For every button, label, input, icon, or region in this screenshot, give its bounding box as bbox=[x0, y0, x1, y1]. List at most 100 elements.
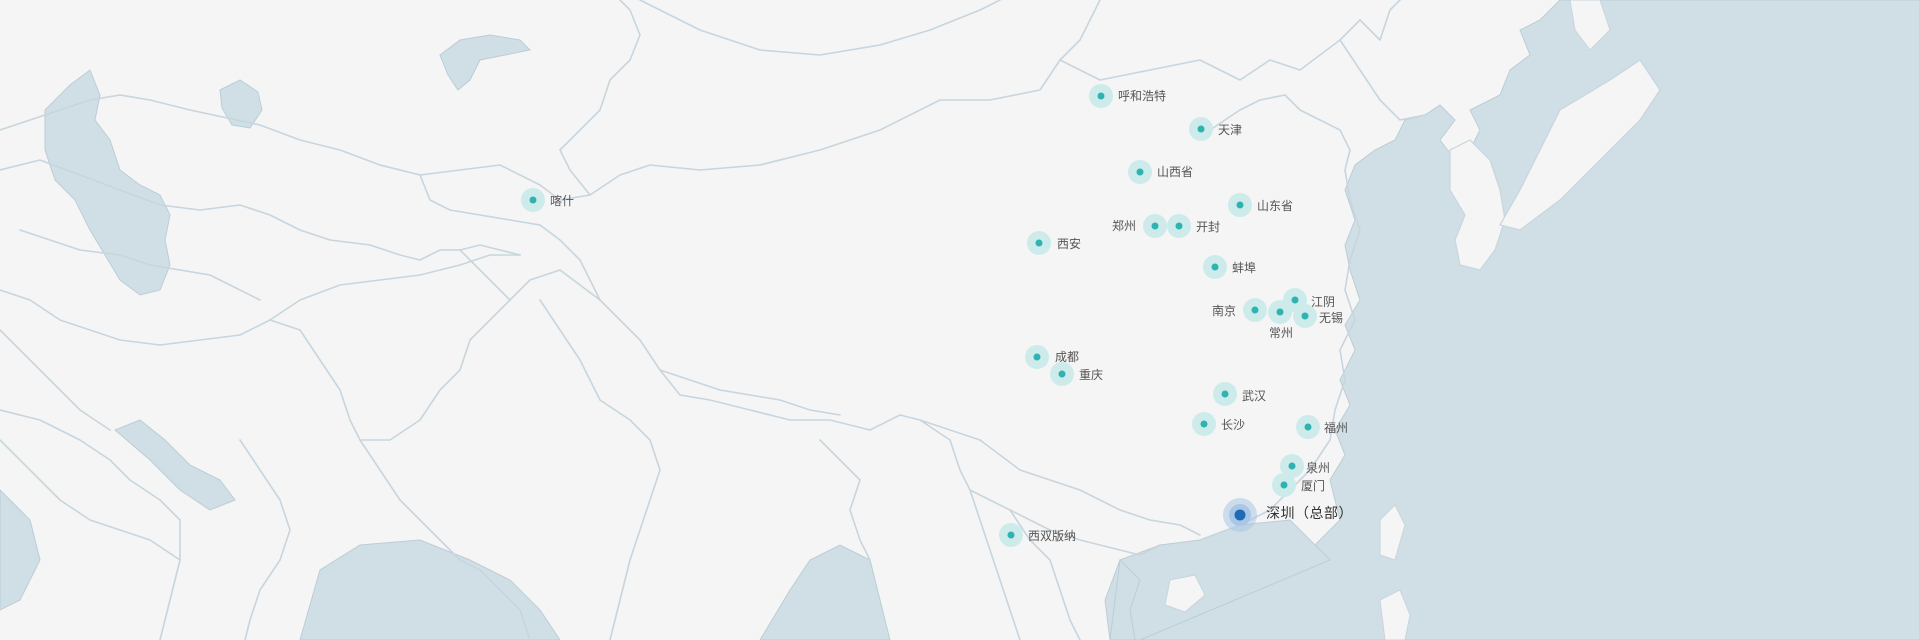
kazakh-south-border bbox=[0, 159, 521, 261]
city-label-kaifeng[interactable]: 开封 bbox=[1196, 220, 1221, 234]
city-label-changzhou[interactable]: 常州 bbox=[1269, 326, 1294, 340]
city-label-zhengzhou[interactable]: 郑州 bbox=[1112, 219, 1137, 233]
city-label-xian[interactable]: 西安 bbox=[1057, 237, 1082, 251]
city-marker-fuzhou[interactable] bbox=[1296, 415, 1320, 439]
city-marker-dot bbox=[1035, 239, 1043, 247]
turkmen-border bbox=[0, 254, 521, 346]
city-marker-dot bbox=[529, 196, 537, 204]
city-label-wuxi[interactable]: 无锡 bbox=[1319, 311, 1344, 325]
city-marker-dot bbox=[1151, 222, 1159, 230]
city-markers-layer bbox=[521, 84, 1320, 547]
china-north-border bbox=[559, 0, 641, 196]
mongolia-south-border bbox=[589, 0, 1101, 196]
japan-land bbox=[1499, 59, 1661, 231]
city-marker-kaifeng[interactable] bbox=[1167, 214, 1191, 238]
city-marker-dot bbox=[1288, 462, 1296, 470]
city-marker-dot bbox=[1033, 353, 1041, 361]
city-label-changsha[interactable]: 长沙 bbox=[1221, 418, 1246, 432]
city-marker-huhehaote[interactable] bbox=[1089, 84, 1113, 108]
city-marker-dot bbox=[1304, 423, 1312, 431]
city-label-xiamen[interactable]: 厦门 bbox=[1301, 479, 1326, 493]
city-marker-dot bbox=[1221, 390, 1229, 398]
city-label-jiangyin[interactable]: 江阴 bbox=[1311, 295, 1336, 309]
city-marker-xishuangbanna[interactable] bbox=[999, 523, 1023, 547]
city-marker-chengdu[interactable] bbox=[1025, 345, 1049, 369]
city-label-nanjing[interactable]: 南京 bbox=[1212, 304, 1237, 318]
hq-label[interactable]: 深圳（总部） bbox=[1266, 506, 1353, 522]
city-label-chongqing[interactable]: 重庆 bbox=[1079, 368, 1104, 382]
city-label-huhehaote[interactable]: 呼和浩特 bbox=[1118, 89, 1167, 103]
hq-dot bbox=[1234, 509, 1246, 521]
city-marker-dot bbox=[1236, 201, 1244, 209]
india-west-coast bbox=[499, 589, 531, 640]
city-marker-dot bbox=[1211, 263, 1219, 271]
mongolia-north-border bbox=[639, 0, 1001, 56]
city-marker-xian[interactable] bbox=[1027, 231, 1051, 255]
nepal-border bbox=[659, 369, 841, 416]
city-marker-shanxi[interactable] bbox=[1128, 160, 1152, 184]
south-china-sea bbox=[1104, 519, 1331, 640]
bay-of-bengal bbox=[759, 544, 891, 640]
city-marker-kashi[interactable] bbox=[521, 188, 545, 212]
city-marker-changsha[interactable] bbox=[1192, 412, 1216, 436]
city-marker-changzhou[interactable] bbox=[1268, 300, 1292, 324]
city-label-wuhan[interactable]: 武汉 bbox=[1242, 389, 1267, 403]
city-marker-dot bbox=[1007, 531, 1015, 539]
laos-border bbox=[1009, 509, 1081, 640]
city-marker-zhengzhou[interactable] bbox=[1143, 214, 1167, 238]
city-marker-dot bbox=[1097, 92, 1105, 100]
lake-balkhash bbox=[439, 34, 532, 91]
korea-land bbox=[1449, 139, 1506, 271]
city-marker-dot bbox=[1175, 222, 1183, 230]
philippines-land bbox=[1379, 589, 1411, 640]
persian-gulf bbox=[114, 419, 236, 511]
bohai-coast bbox=[1209, 94, 1351, 171]
west-border bbox=[0, 94, 191, 131]
gulf-of-tonkin bbox=[1109, 558, 1141, 640]
india-north-border bbox=[599, 299, 981, 441]
hq-marker[interactable] bbox=[1223, 498, 1257, 532]
city-marker-dot bbox=[1291, 296, 1299, 304]
city-label-chengdu[interactable]: 成都 bbox=[1055, 350, 1080, 364]
city-label-tianjin[interactable]: 天津 bbox=[1218, 123, 1243, 137]
city-marker-dot bbox=[1276, 308, 1284, 316]
city-marker-chongqing[interactable] bbox=[1050, 362, 1074, 386]
hainan-land bbox=[1164, 574, 1206, 613]
city-marker-wuhan[interactable] bbox=[1213, 382, 1237, 406]
city-label-shanxi[interactable]: 山西省 bbox=[1157, 165, 1194, 179]
city-marker-bengbu[interactable] bbox=[1203, 255, 1227, 279]
borders-layer bbox=[0, 0, 1426, 640]
arabian-sea bbox=[299, 539, 561, 640]
city-marker-shandong[interactable] bbox=[1228, 193, 1252, 217]
uzbek-border bbox=[19, 229, 261, 301]
city-marker-dot bbox=[1280, 481, 1288, 489]
pakistan-border bbox=[359, 439, 501, 591]
city-label-shandong[interactable]: 山东省 bbox=[1257, 199, 1294, 213]
city-marker-quanzhou[interactable] bbox=[1280, 454, 1304, 478]
city-marker-dot bbox=[1058, 370, 1066, 378]
city-marker-xiamen[interactable] bbox=[1272, 473, 1296, 497]
city-label-kashi[interactable]: 喀什 bbox=[550, 194, 575, 208]
myanmar-border bbox=[919, 419, 1051, 531]
sw-asia-border bbox=[239, 439, 291, 640]
city-marker-nanjing[interactable] bbox=[1243, 298, 1267, 322]
city-label-xishuangbanna[interactable]: 西双版纳 bbox=[1028, 529, 1077, 543]
iran-border bbox=[0, 409, 181, 640]
city-marker-dot bbox=[1200, 420, 1208, 428]
city-label-quanzhou[interactable]: 泉州 bbox=[1306, 461, 1331, 475]
kyrgyz-border bbox=[419, 174, 601, 301]
caucasus-border bbox=[0, 329, 111, 431]
india-inner-border bbox=[539, 299, 661, 640]
china-southwest-border bbox=[979, 439, 1201, 536]
city-marker-wuxi[interactable] bbox=[1293, 304, 1317, 328]
city-marker-dot bbox=[1301, 312, 1309, 320]
aral-sea bbox=[219, 79, 263, 129]
city-label-fuzhou[interactable]: 福州 bbox=[1324, 421, 1349, 435]
city-marker-dot bbox=[1251, 306, 1259, 314]
city-marker-tianjin[interactable] bbox=[1189, 117, 1213, 141]
tajik-border bbox=[459, 249, 511, 301]
city-label-bengbu[interactable]: 蚌埠 bbox=[1232, 261, 1257, 275]
